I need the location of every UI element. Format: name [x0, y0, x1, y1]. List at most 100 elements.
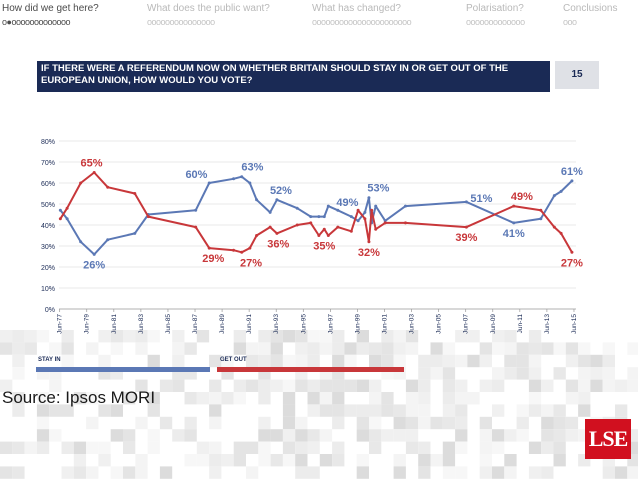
nav-what-has-changed[interactable]: What has changed? [312, 3, 401, 14]
footer-square [110, 342, 123, 355]
footer-square [553, 342, 566, 355]
footer-square [110, 330, 123, 343]
footer-square [467, 392, 480, 405]
section-nav: How did we get here? o●ooooooooooooo Wha… [0, 0, 638, 40]
nav-dots-how-did-we-get-here[interactable]: o●ooooooooooooo [2, 17, 71, 27]
footer-square [61, 441, 74, 454]
nav-polarisation[interactable]: Polarisation? [466, 3, 524, 14]
footer-square [98, 441, 111, 454]
footer-square [516, 416, 529, 430]
stay-in-point [367, 196, 371, 200]
footer-square [627, 342, 638, 355]
footer-square [565, 416, 579, 430]
footer-square [442, 416, 456, 430]
footer-square [369, 429, 382, 442]
footer-square [430, 367, 443, 380]
footer-square [12, 441, 25, 454]
x-tick-label: Jun-09 [490, 314, 497, 334]
nav-how-did-we-get-here[interactable]: How did we get here? [2, 3, 99, 14]
footer-square [332, 441, 345, 454]
footer-square [504, 454, 517, 467]
footer-square [393, 466, 406, 479]
footer-square [344, 342, 357, 355]
y-tick-label: 60% [41, 181, 55, 188]
stay-in-point [349, 215, 353, 219]
footer-square [627, 379, 638, 392]
get-out-point [570, 250, 574, 254]
stay-in-point [65, 217, 69, 221]
footer-square [455, 429, 468, 442]
stay-in-point [309, 215, 313, 219]
footer-square [504, 367, 517, 380]
footer-square [369, 342, 382, 355]
data-label: 39% [455, 232, 477, 244]
nav-dots-conclusions[interactable]: ooo [563, 17, 577, 27]
footer-square [393, 454, 406, 467]
footer-square [73, 466, 87, 479]
footer-square [455, 404, 468, 417]
data-label: 26% [83, 259, 105, 271]
footer-square [295, 330, 308, 343]
nav-conclusions[interactable]: Conclusions [563, 3, 618, 14]
footer-square [479, 379, 492, 392]
get-out-point [403, 221, 407, 225]
chart-question-line-2: EUROPEAN UNION, HOW WOULD YOU VOTE? [41, 75, 253, 86]
footer-square [602, 379, 615, 392]
y-tick-label: 10% [41, 286, 55, 293]
footer-square [332, 416, 345, 430]
x-tick-label: Jun-15 [571, 314, 578, 334]
footer-square [196, 330, 210, 343]
footer-square [627, 429, 638, 442]
footer-square [528, 330, 542, 343]
footer-square [492, 429, 505, 442]
footer-square [418, 379, 431, 392]
nav-dots-what-has-changed[interactable]: oooooooooooooooooooooo [312, 17, 412, 27]
footer-square [541, 416, 554, 430]
footer-square [479, 354, 492, 368]
stay-in-point [552, 194, 556, 198]
y-tick-label: 50% [41, 202, 55, 209]
nav-dots-what-does-the-public-want[interactable]: ooooooooooooooo [147, 17, 215, 27]
footer-square [246, 441, 259, 454]
footer-square [516, 354, 529, 368]
stay-in-point [403, 204, 407, 208]
footer-square [73, 454, 87, 467]
nav-what-does-the-public-want[interactable]: What does the public want? [147, 3, 270, 14]
x-tick-label: Jun-11 [517, 314, 524, 334]
get-out-point [79, 181, 83, 185]
footer-square [393, 342, 406, 355]
footer-square [295, 416, 308, 430]
footer-square [405, 379, 419, 392]
slide-number: 15 [555, 61, 599, 89]
chart-question-line-1: IF THERE WERE A REFERENDUM NOW ON WHETHE… [41, 63, 509, 74]
get-out-point [512, 204, 516, 208]
data-label: 51% [470, 193, 492, 205]
footer-square [369, 404, 382, 417]
stay-in-point [326, 204, 330, 208]
y-tick-label: 0% [45, 307, 55, 314]
footer-square [49, 429, 62, 442]
footer-square [319, 429, 333, 442]
footer-square [528, 392, 542, 405]
get-out-point [268, 225, 272, 229]
data-label: 32% [358, 247, 380, 259]
footer-square [295, 354, 308, 368]
footer-square [442, 392, 456, 405]
footer-square [270, 454, 283, 467]
footer-square [86, 342, 99, 355]
footer-square [479, 416, 492, 430]
footer-square [528, 466, 542, 479]
get-out-point [194, 225, 198, 229]
footer-square [479, 441, 492, 454]
get-out-point [275, 231, 279, 235]
footer-square [455, 379, 468, 392]
stay-in-point [336, 208, 340, 212]
footer-square [319, 379, 333, 392]
line-chart: 0%10%20%30%40%50%60%70%80% Jun-77 Jun-79 J… [41, 139, 583, 334]
nav-dots-polarisation[interactable]: ooooooooooooo [466, 17, 525, 27]
footer-square [455, 354, 468, 368]
footer-square [135, 379, 148, 392]
footer-square [0, 379, 13, 392]
footer-square [184, 454, 197, 467]
footer-square [86, 441, 99, 454]
